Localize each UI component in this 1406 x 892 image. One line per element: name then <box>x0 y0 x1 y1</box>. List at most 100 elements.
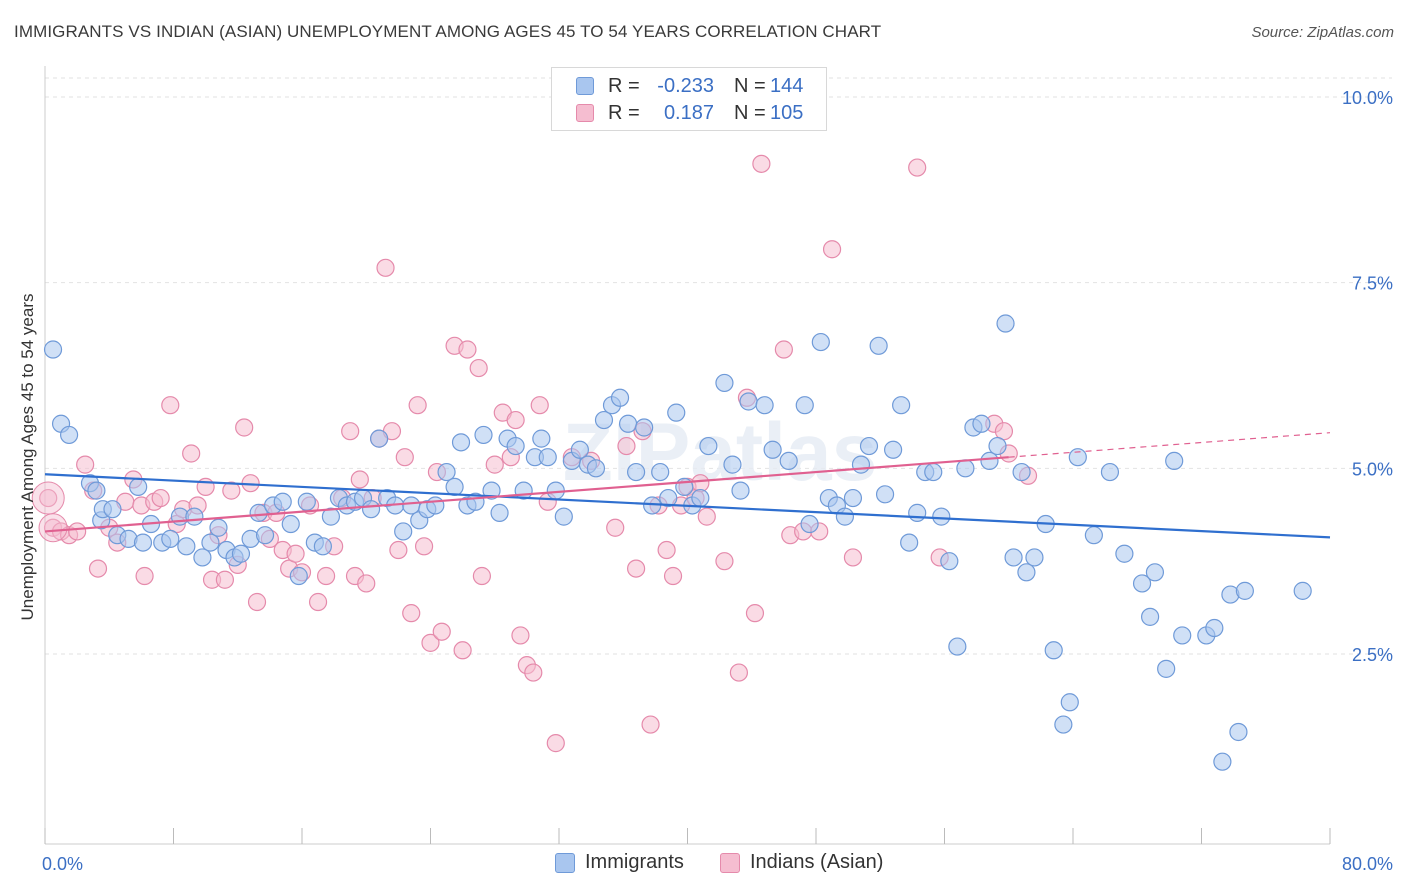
data-point <box>1173 626 1192 645</box>
n-label: N = <box>734 74 766 97</box>
data-point <box>1145 563 1165 582</box>
data-point-cluster <box>31 481 65 515</box>
data-point <box>626 462 646 482</box>
data-point <box>763 440 782 459</box>
data-point <box>1165 451 1184 471</box>
data-point <box>1060 693 1079 712</box>
data-point <box>932 507 951 526</box>
data-point <box>715 373 734 393</box>
data-point <box>1012 462 1031 482</box>
data-point <box>875 485 895 504</box>
data-point <box>151 488 170 508</box>
legend-item-immigrants[interactable]: Immigrants <box>555 851 684 874</box>
data-point <box>908 158 927 177</box>
data-point <box>1140 607 1160 626</box>
data-point <box>617 436 636 456</box>
data-point <box>414 537 434 556</box>
data-point <box>956 459 975 478</box>
immigrants-legend-swatch <box>555 852 575 873</box>
data-point <box>43 340 63 359</box>
data-point <box>723 455 742 474</box>
data-point <box>341 422 360 441</box>
data-point <box>729 663 749 682</box>
data-point <box>1132 574 1152 593</box>
data-point <box>432 622 451 641</box>
y-axis-label: Unemployment Among Ages 45 to 54 years <box>18 293 37 621</box>
data-point <box>201 533 220 552</box>
indians-swatch <box>576 104 594 122</box>
data-point <box>426 496 445 515</box>
data-point <box>321 507 341 526</box>
data-point <box>402 496 421 515</box>
correlation-legend: R = -0.233 N = 144 R = 0.187 N = 105 <box>551 67 827 131</box>
data-point <box>1004 548 1023 567</box>
data-point <box>88 559 108 578</box>
data-point <box>1293 581 1312 600</box>
chart-title: IMMIGRANTS VS INDIAN (ASIAN) UNEMPLOYMEN… <box>14 22 882 41</box>
data-point <box>524 663 543 682</box>
data-point <box>779 451 798 471</box>
data-point <box>59 425 79 445</box>
y-tick-label: 5.0% <box>1352 459 1393 479</box>
data-point <box>940 552 959 571</box>
data-point <box>445 477 464 496</box>
data-point <box>1025 548 1044 567</box>
data-point <box>247 592 267 612</box>
data-point <box>972 414 991 433</box>
n-value: 105 <box>770 101 804 124</box>
data-point <box>394 522 413 541</box>
data-point <box>667 403 686 422</box>
data-point <box>811 332 830 352</box>
n-value: 144 <box>770 74 804 97</box>
immigrants-points <box>43 314 1312 771</box>
indians-legend-swatch <box>720 852 740 873</box>
immigrants-swatch <box>576 77 594 95</box>
data-point <box>657 540 676 560</box>
r-value: 0.187 <box>663 101 714 124</box>
n-label: N = <box>734 101 766 124</box>
data-point <box>129 477 148 496</box>
legend-item-indians-asian[interactable]: Indians (Asian) <box>720 851 883 874</box>
data-point <box>249 503 268 522</box>
data-point <box>458 340 477 359</box>
r-label: R = <box>608 101 640 124</box>
data-point <box>316 566 336 586</box>
data-point <box>843 548 863 567</box>
data-point <box>1205 618 1224 638</box>
data-point <box>389 540 408 560</box>
tick-labels: 2.5% 5.0% 7.5% 10.0% 0.0% 80.0% <box>42 88 1393 874</box>
watermark: ZIPatlas <box>563 407 877 498</box>
data-point <box>1157 659 1176 678</box>
data-point <box>752 154 771 173</box>
data-point <box>715 552 734 571</box>
x-tick-label: 80.0% <box>1342 854 1393 874</box>
data-point <box>835 507 855 526</box>
data-point <box>453 641 472 660</box>
data-point <box>1044 641 1063 660</box>
data-point <box>739 392 758 411</box>
trend-lines <box>44 432 1331 539</box>
data-point <box>610 388 630 407</box>
data-point <box>869 336 888 355</box>
data-point <box>402 604 421 623</box>
y-tick-label: 10.0% <box>1342 88 1393 108</box>
data-point <box>506 436 525 456</box>
data-point <box>209 518 228 537</box>
data-point <box>532 429 551 448</box>
data-point <box>281 514 300 534</box>
x-tick-label: 0.0% <box>42 854 83 874</box>
data-point <box>408 396 427 415</box>
data-point <box>68 522 87 541</box>
data-point <box>76 455 95 474</box>
legend-row-indians: R = 0.187 N = 105 <box>576 100 803 126</box>
data-point <box>308 592 328 612</box>
data-point <box>530 396 549 415</box>
data-point <box>135 566 154 586</box>
data-point <box>1100 462 1120 482</box>
data-point <box>297 492 316 511</box>
data-point <box>1017 563 1036 582</box>
r-label: R = <box>608 74 640 97</box>
data-point <box>161 396 180 415</box>
data-point <box>215 570 234 589</box>
data-point <box>1084 526 1103 545</box>
